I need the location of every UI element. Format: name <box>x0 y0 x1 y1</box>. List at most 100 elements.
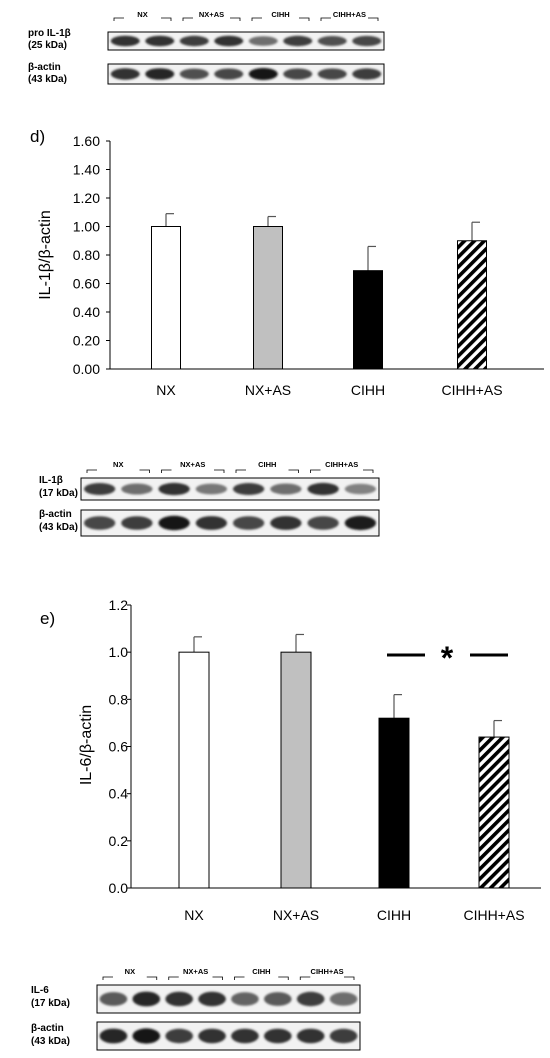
y-tick-label: 1.2 <box>109 597 129 613</box>
category-label: CIHH <box>377 907 411 923</box>
bar <box>457 240 487 370</box>
blot-band <box>121 516 153 530</box>
group-bracket: NX+AS <box>161 460 225 473</box>
protein-name: β-actin <box>31 1023 64 1034</box>
y-tick-label: 0.80 <box>73 247 100 263</box>
y-tick-label: 1.00 <box>73 219 100 235</box>
blot-frame <box>107 31 385 51</box>
bar <box>253 226 283 370</box>
protein-kda: (25 kDa) <box>28 40 67 51</box>
group-label: NX+AS <box>180 460 205 469</box>
group-bracket: NX <box>113 10 172 21</box>
y-tick-label: 0.8 <box>109 691 129 707</box>
blot-band <box>195 516 228 530</box>
blot-band <box>307 482 339 496</box>
bracket-line <box>182 17 241 21</box>
group-bracket: CIHH <box>235 460 299 473</box>
bar <box>353 270 383 370</box>
group-bracket: CIHH+AS <box>310 460 374 473</box>
blot-band <box>110 35 140 47</box>
bracket-line <box>86 469 150 473</box>
bar-chart-il1b: d) IL-1β/β-actin 0.00 0.20 0.40 0.60 0.80 1.0… <box>30 127 544 398</box>
group-label: CIHH+AS <box>325 460 358 469</box>
blot-band <box>179 35 209 47</box>
blot-band <box>283 35 313 47</box>
protein-kda: (43 kDa) <box>31 1036 70 1047</box>
group-label: CIHH <box>271 10 289 19</box>
blot-frame <box>107 63 385 85</box>
bar <box>378 717 410 889</box>
blot-band <box>158 515 190 531</box>
protein-kda: (43 kDa) <box>28 74 67 85</box>
group-label: CIHH <box>258 460 276 469</box>
blot-band <box>83 516 116 530</box>
blot-band <box>145 35 175 47</box>
group-label: NX+AS <box>183 967 208 976</box>
blot-band <box>352 35 382 47</box>
western-blot-il1b: NX NX+AS CIHH CIHH+AS IL-1β (17 kDa) β-actin (4… <box>39 460 380 537</box>
group-bracket: NX+AS <box>182 10 241 21</box>
blot-band <box>296 1028 325 1044</box>
blot-row: β-actin (43 kDa) <box>39 509 380 537</box>
blot-band <box>110 68 140 80</box>
blot-band <box>248 68 278 80</box>
blot-band <box>317 68 347 80</box>
blot-band <box>329 992 358 1006</box>
y-tick-label: 0.60 <box>73 276 100 292</box>
group-bracket: CIHH <box>234 967 289 980</box>
blot-band <box>344 515 377 531</box>
blot-band <box>145 68 175 80</box>
blot-band <box>344 483 377 495</box>
y-tick-label: 0.0 <box>109 880 129 896</box>
bar <box>151 226 181 370</box>
group-label: NX <box>125 967 135 976</box>
blot-band <box>264 1028 292 1044</box>
protein-name: β-actin <box>28 62 61 73</box>
y-tick-label: 1.20 <box>73 190 100 206</box>
blot-band <box>296 991 325 1007</box>
bracket-line <box>310 469 374 473</box>
blot-band <box>121 483 153 495</box>
blot-band <box>179 68 209 80</box>
group-label: NX+AS <box>199 10 224 19</box>
category-label: NX <box>156 382 176 398</box>
blot-band <box>270 516 302 530</box>
bracket-line <box>234 976 289 980</box>
y-tick-label: 1.40 <box>73 162 100 178</box>
group-bracket: CIHH+AS <box>299 967 355 980</box>
protein-kda: (43 kDa) <box>39 522 78 533</box>
blot-band <box>352 68 382 80</box>
y-tick-label: 0.00 <box>73 361 100 377</box>
blot-band <box>231 1028 259 1044</box>
group-bracket: NX+AS <box>168 967 223 980</box>
blot-row: β-actin(43 kDa) <box>28 62 385 85</box>
protein-name: β-actin <box>39 509 72 520</box>
blot-band <box>99 992 128 1006</box>
blot-band <box>83 483 116 495</box>
bar <box>478 736 510 889</box>
group-label: NX <box>113 460 123 469</box>
category-label: NX <box>184 907 204 923</box>
panel-letter-d: d) <box>30 127 45 146</box>
protein-kda: (17 kDa) <box>31 998 70 1009</box>
protein-name: IL-1β <box>39 475 63 486</box>
category-label: NX+AS <box>245 382 291 398</box>
y-tick-label: 0.6 <box>109 739 129 755</box>
blot-band <box>283 68 313 80</box>
group-label: NX <box>137 10 147 19</box>
blot-band <box>158 482 190 496</box>
y-tick-label: 0.20 <box>73 333 100 349</box>
panel-letter-e: e) <box>40 609 55 628</box>
y-axis-title-e: IL-6/β-actin <box>78 705 95 785</box>
bracket-line <box>161 469 225 473</box>
blot-row: IL-1β (17 kDa) <box>39 475 380 501</box>
group-label: CIHH+AS <box>311 967 344 976</box>
category-label: CIHH+AS <box>441 382 502 398</box>
significance-asterisk: * <box>441 640 454 676</box>
bar-chart-il6: e) IL-6/β-actin 0.0 0.2 0.4 0.6 0.8 1.0 1.2 NX N… <box>40 597 541 923</box>
blot-band <box>198 1028 226 1044</box>
blot-band <box>231 992 259 1006</box>
blot-row: pro IL-1β(25 kDa) <box>28 28 385 51</box>
y-tick-label: 0.2 <box>109 833 129 849</box>
western-blot-il6: NX NX+AS CIHH CIHH+AS IL-6 (17 kDa) β-actin (43… <box>31 967 361 1051</box>
